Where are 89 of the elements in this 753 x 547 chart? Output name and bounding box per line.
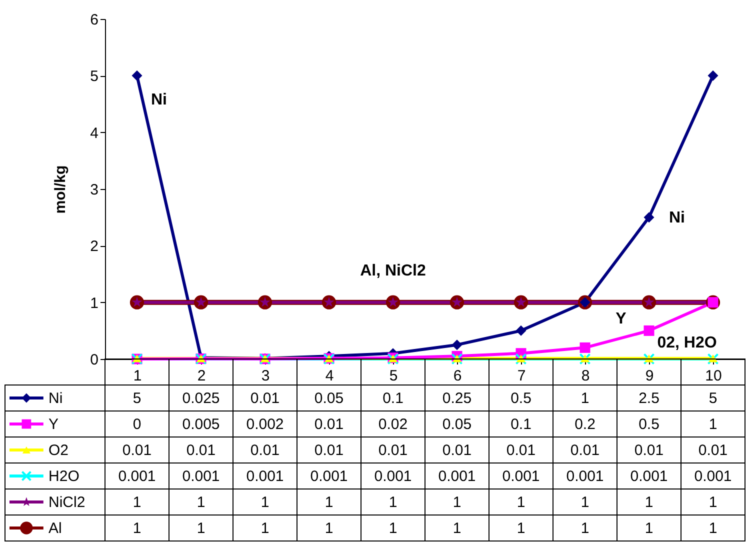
y-tick-label: 5 [90,68,98,86]
x-tick-label: 5 [389,368,398,384]
data-label: 0.1 [382,390,404,407]
data-label: 0.05 [314,390,344,407]
data-label: 0.01 [186,442,216,459]
data-label: 0.01 [250,442,280,459]
y-tick-label: 0 [90,352,98,368]
data-label: 5 [708,390,718,407]
data-label: 0.01 [634,442,664,459]
x-tick-label: 8 [581,368,590,384]
x-tick-label: 10 [705,368,722,384]
data-label: 0.01 [250,390,280,407]
data-label: 0.002 [246,416,284,433]
data-label: 1 [708,494,718,511]
data-label: 2.5 [638,390,660,407]
data-label: 0.001 [694,468,732,485]
data-label: 1 [196,520,206,537]
data-label: 1 [516,494,526,511]
data-label: 0.5 [510,390,532,407]
data-label: 0.005 [182,416,220,433]
annotation: 02, H2O [657,334,717,352]
data-label: 0 [132,416,142,433]
data-label: 0.01 [570,442,600,459]
x-tick-label: 9 [645,368,654,384]
data-label: 0.2 [574,416,596,433]
data-label: 0.02 [378,416,408,433]
legend-label: Al [48,520,62,537]
data-label: 0.001 [374,468,412,485]
y-tick-label: 2 [90,238,98,256]
data-label: 0.05 [442,416,472,433]
data-label: 0.025 [182,390,220,407]
data-label: 0.001 [438,468,476,485]
x-tick-label: 2 [197,368,206,384]
x-tick-label: 3 [261,368,270,384]
data-label: 1 [708,416,718,433]
data-label: 1 [516,520,526,537]
data-label: 0.1 [510,416,532,433]
data-label: 0.5 [638,416,660,433]
data-label: 0.01 [378,442,408,459]
annotation: Al, NiCl2 [360,262,426,280]
y-axis-title: mol/kg [52,165,70,214]
data-label: 0.01 [442,442,472,459]
data-label: 0.001 [566,468,604,485]
data-label: 1 [644,494,654,511]
x-tick-label: 1 [133,368,142,384]
data-label: 5 [132,390,142,407]
data-label: 1 [260,494,270,511]
data-label: 0.01 [506,442,536,459]
y-tick-label: 3 [90,182,98,198]
data-label: 0.001 [630,468,668,485]
legend-label: NiCl2 [48,494,86,511]
legend-label: H2O [48,468,80,485]
data-label: 0.01 [314,442,344,459]
data-label: 1 [644,520,654,537]
x-tick-label: 4 [325,368,334,384]
y-tick-label: 4 [90,124,98,142]
annotation: Ni [151,92,167,109]
data-label: 1 [580,494,590,511]
legend-label: Y [48,416,59,433]
data-label: 0.001 [502,468,540,485]
y-tick-label: 6 [90,12,98,28]
data-label: 1 [132,520,142,537]
data-label: 0.01 [698,442,728,459]
x-tick-label: 7 [517,368,526,384]
legend-label: Ni [48,390,63,407]
data-label: 0.01 [122,442,152,459]
data-label: 0.001 [118,468,156,485]
data-label: 1 [324,494,334,511]
data-label: 1 [388,494,398,511]
data-label: 1 [452,494,462,511]
data-label: 0.001 [246,468,284,485]
y-tick-label: 1 [90,294,98,312]
data-label: 1 [260,520,270,537]
data-label: 1 [196,494,206,511]
data-label: 0.25 [442,390,472,407]
data-label: 1 [708,520,718,537]
data-label: 1 [580,520,590,537]
data-label: 0.001 [182,468,220,485]
annotation: Ni [669,209,685,226]
data-label: 1 [324,520,334,537]
data-label: 1 [452,520,462,537]
data-label: 0.001 [310,468,348,485]
data-label: 1 [388,520,398,537]
data-label: 1 [132,494,142,511]
legend-label: O2 [48,442,69,459]
annotation: Y [616,310,627,328]
data-label: 0.01 [314,416,344,433]
data-label: 1 [580,390,590,407]
x-tick-label: 6 [453,368,462,384]
